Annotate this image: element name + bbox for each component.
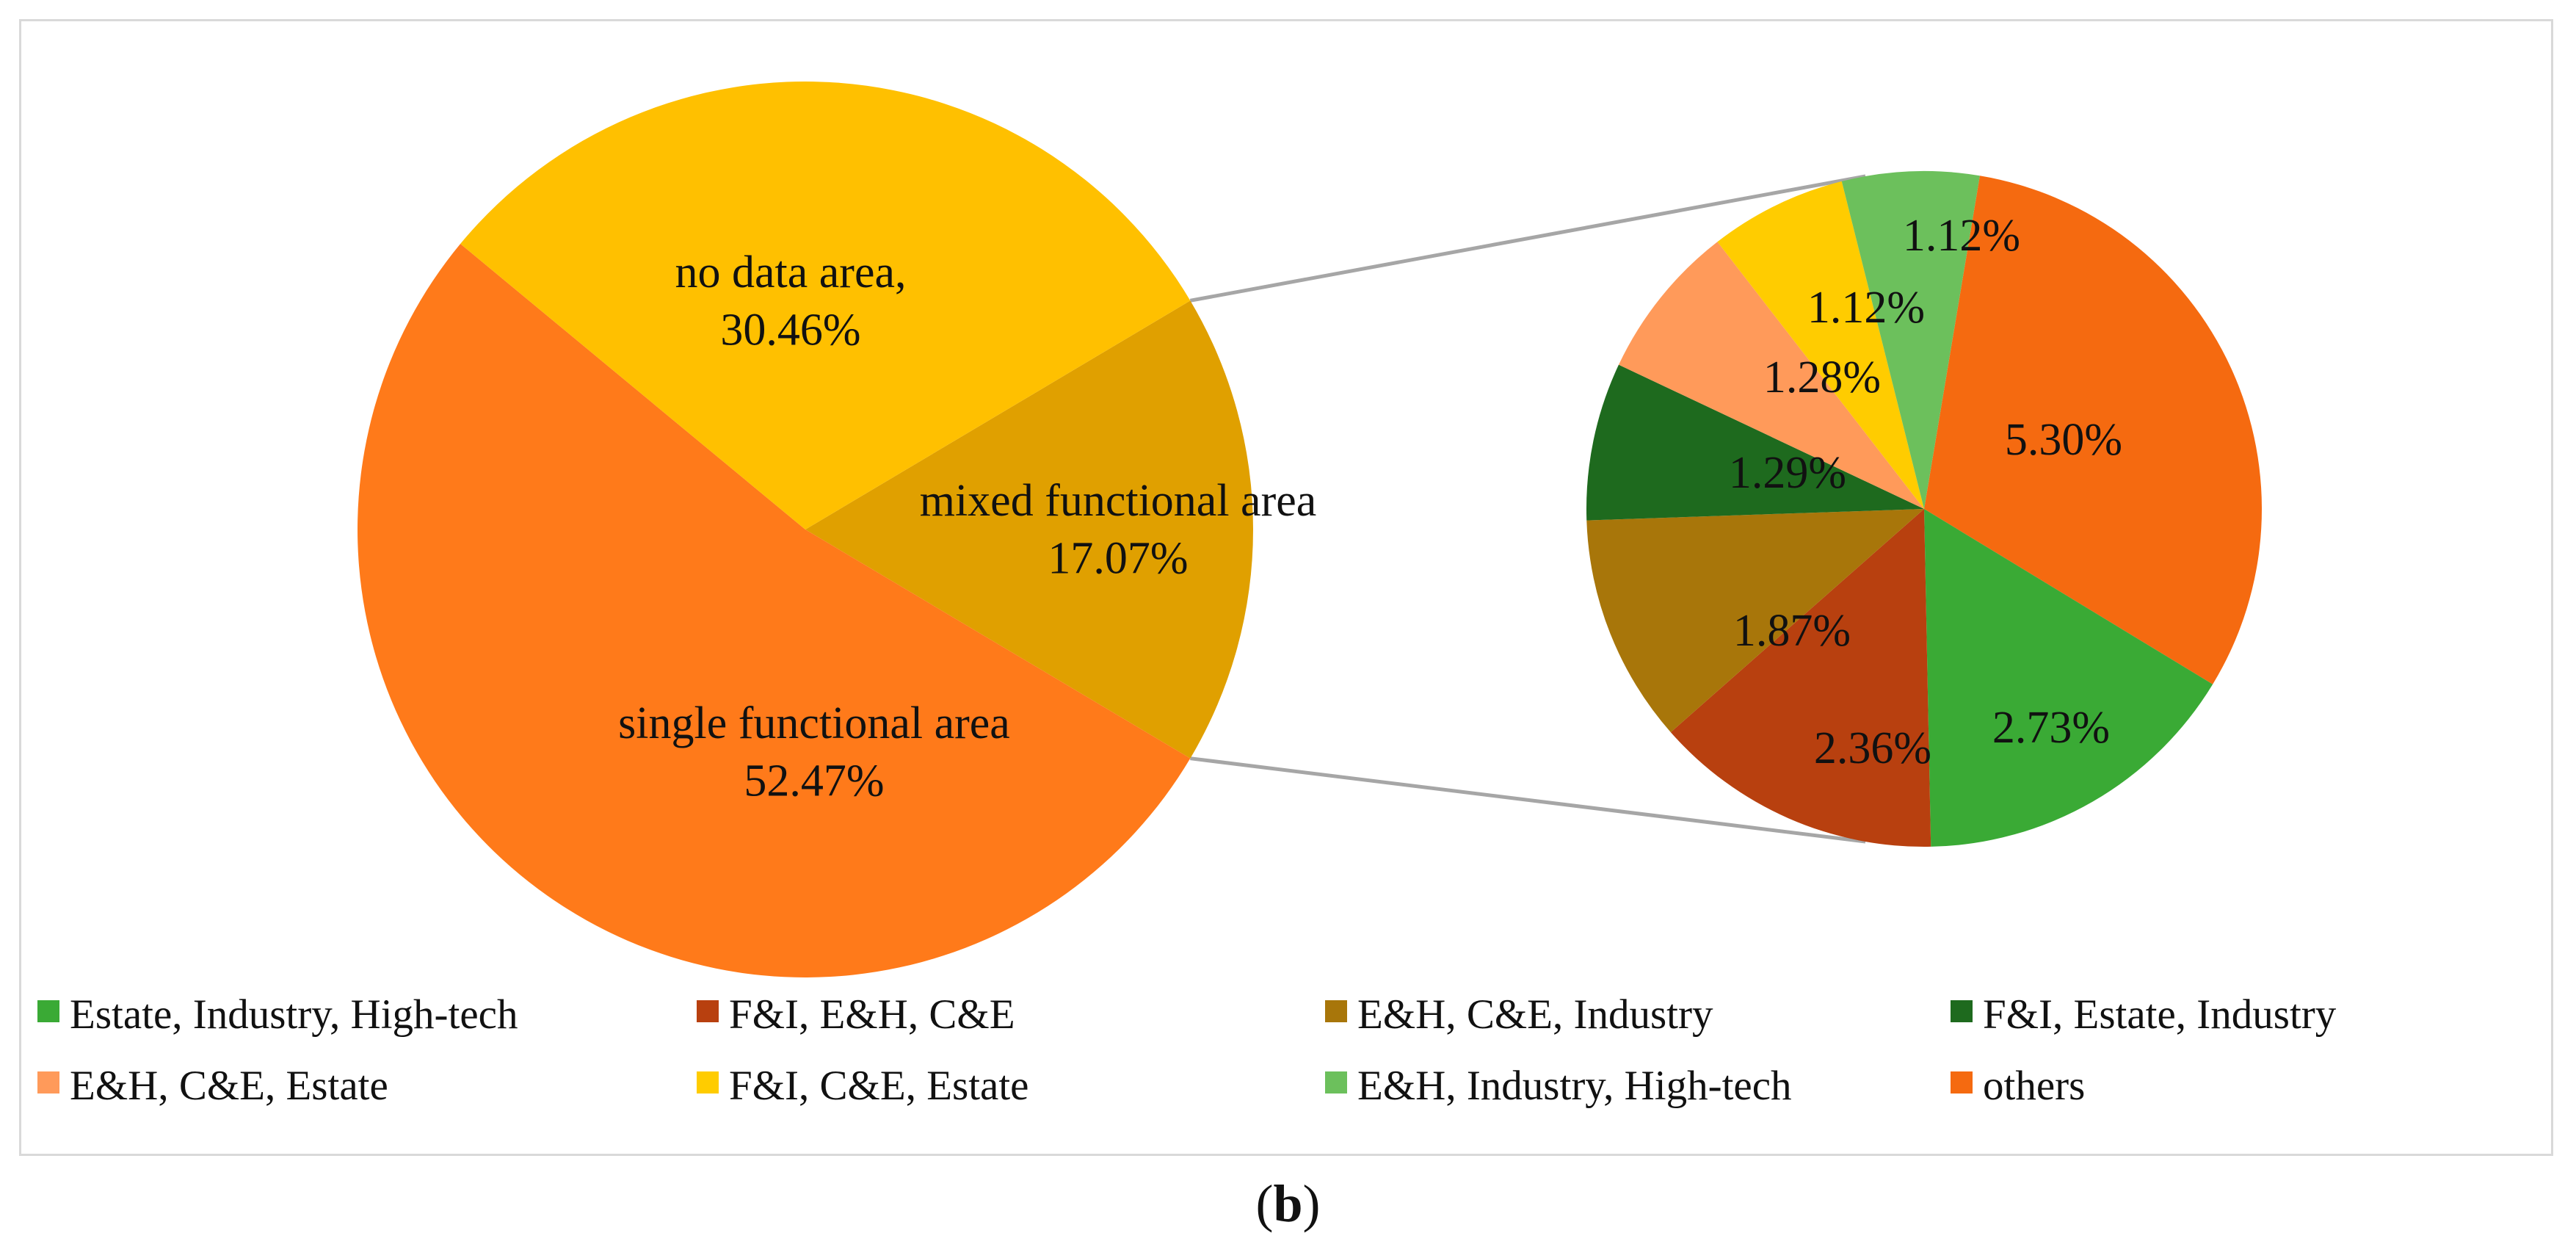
legend-swatch xyxy=(1951,1000,1973,1022)
legend-item-eandh-industry-high-tech: E&H, Industry, High-tech xyxy=(1325,1063,1792,1109)
sub-slice-eandh-cande-industry xyxy=(1586,509,1924,733)
sub-label-fandi-eandh-cande: 2.36% xyxy=(1814,723,1931,773)
sub-slice-others xyxy=(1924,176,2263,684)
legend-item-estate-industry-high-tech: Estate, Industry, High-tech xyxy=(37,991,518,1038)
main-label-single-functional-area: single functional area 52.47% xyxy=(618,698,1010,806)
connector-lines xyxy=(1189,174,1866,844)
legend-label: F&I, C&E, Estate xyxy=(729,1063,1028,1109)
legend-label: F&I, E&H, C&E xyxy=(729,991,1015,1038)
legend-label: F&I, Estate, Industry xyxy=(1983,991,2337,1038)
legend-swatch xyxy=(1951,1071,1973,1093)
legend-item-eandh-cande-industry: E&H, C&E, Industry xyxy=(1325,991,1713,1038)
sub-label-others: 5.30% xyxy=(2005,415,2122,465)
connector-line-top xyxy=(1189,174,1866,303)
sub-slice-eandh-industry-high-tech xyxy=(1841,171,1980,509)
sub-slice-fandi-estate-industry xyxy=(1586,364,1924,521)
main-pie-labels: mixed functional area 17.07% single functi… xyxy=(618,247,1316,806)
legend-swatch xyxy=(697,1000,719,1022)
legend-swatch xyxy=(1325,1000,1347,1022)
sub-label-eandh-industry-high-tech: 1.12% xyxy=(1903,211,2020,261)
sub-label-fandi-estate-industry: 1.29% xyxy=(1729,448,1846,498)
sub-slice-eandh-cande-estate xyxy=(1619,242,1924,509)
sub-slice-estate-industry-high-tech xyxy=(1924,509,2213,847)
legend-label: E&H, C&E, Estate xyxy=(70,1063,388,1109)
sub-slice-fandi-eandh-cande xyxy=(1670,509,1931,847)
legend-item-fandi-estate-industry: F&I, Estate, Industry xyxy=(1951,991,2337,1038)
sub-label-fandi-cande-estate: 1.12% xyxy=(1807,283,1925,333)
legend-item-others: others xyxy=(1951,1063,2085,1109)
legend: Estate, Industry, High-tech F&I, E&H, C&E… xyxy=(37,991,2337,1109)
legend-label: E&H, Industry, High-tech xyxy=(1357,1063,1792,1109)
main-label-no-data-area: no data area, 30.46% xyxy=(675,247,907,355)
sub-label-eandh-cande-estate: 1.28% xyxy=(1763,353,1881,402)
connector-line-bottom xyxy=(1190,756,1866,844)
secondary-pie xyxy=(1586,171,2263,847)
chart-frame: mixed functional area 17.07% single functi… xyxy=(19,19,2553,1156)
legend-item-fandi-eandh-cande: F&I, E&H, C&E xyxy=(697,991,1015,1038)
main-slice-mixed-functional-area xyxy=(805,300,1254,759)
pie-of-pie-chart: mixed functional area 17.07% single functi… xyxy=(37,81,2337,1109)
main-slice-no-data-area xyxy=(460,81,1191,529)
legend-label: Estate, Industry, High-tech xyxy=(70,991,518,1038)
legend-item-fandi-cande-estate: F&I, C&E, Estate xyxy=(697,1063,1028,1109)
caption-open: ( xyxy=(1255,1174,1274,1233)
secondary-pie-labels: 5.30% 2.73% 2.36% 1.87% 1.29% 1.28% 1.12% 1.12% xyxy=(1729,211,2122,773)
caption-letter: b xyxy=(1273,1174,1303,1233)
legend-swatch xyxy=(697,1071,719,1093)
sub-label-eandh-cande-industry: 1.87% xyxy=(1733,606,1851,656)
legend-swatch xyxy=(37,1000,59,1022)
legend-label: others xyxy=(1983,1063,2085,1109)
sub-label-estate-industry-high-tech: 2.73% xyxy=(1992,703,2110,753)
legend-swatch xyxy=(1325,1071,1347,1093)
main-slice-single-functional-area xyxy=(358,244,1191,977)
sub-slice-fandi-cande-estate xyxy=(1717,181,1924,509)
figure-caption: (b) xyxy=(0,1174,2576,1234)
legend-item-eandh-cande-estate: E&H, C&E, Estate xyxy=(37,1063,388,1109)
main-pie xyxy=(358,81,1254,977)
main-label-mixed-functional-area: mixed functional area 17.07% xyxy=(920,476,1317,584)
caption-close: ) xyxy=(1302,1174,1321,1233)
legend-label: E&H, C&E, Industry xyxy=(1357,991,1713,1038)
legend-swatch xyxy=(37,1071,59,1093)
